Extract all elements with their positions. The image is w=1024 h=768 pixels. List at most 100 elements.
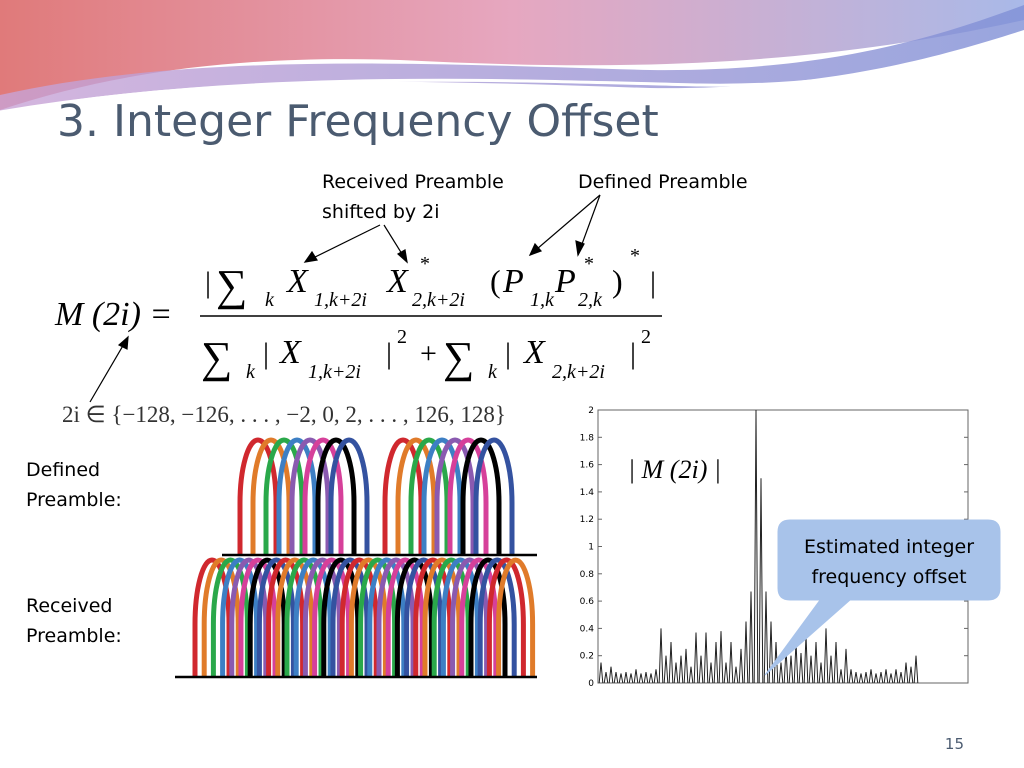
- plot-annotation: | M (2i) |: [628, 455, 721, 484]
- spike: [818, 662, 824, 684]
- arch: [328, 437, 370, 555]
- spike: [803, 635, 809, 684]
- arch: [293, 557, 333, 677]
- y-tick-label: 1.6: [580, 461, 595, 471]
- spike: [843, 648, 849, 684]
- formula-term: *: [584, 253, 594, 275]
- spike: [853, 671, 859, 684]
- callout-text: Estimated integer: [804, 536, 974, 558]
- formula-term: |: [505, 337, 511, 370]
- arch: [477, 557, 517, 677]
- arch: [276, 437, 318, 555]
- spike: [873, 673, 879, 684]
- formula-term: |: [386, 337, 392, 370]
- arch: [263, 437, 305, 555]
- spike: [828, 655, 834, 684]
- arch: [496, 557, 536, 677]
- formula-term: |: [650, 266, 656, 299]
- callout: Estimated integer frequency offset: [764, 519, 1001, 676]
- page-number: 15: [945, 735, 964, 753]
- spike: [838, 669, 844, 684]
- arch: [421, 437, 463, 555]
- spike: [763, 591, 769, 684]
- arch: [348, 557, 388, 677]
- formula-term: X: [278, 334, 302, 371]
- spike: [798, 652, 804, 684]
- arch: [275, 557, 315, 677]
- arch: [315, 437, 357, 555]
- arch: [289, 437, 331, 555]
- arch: [459, 557, 499, 677]
- arch: [192, 557, 232, 677]
- annotation: Defined Preamble: [578, 171, 748, 193]
- spike: [903, 662, 909, 684]
- arch: [237, 437, 279, 555]
- arch: [434, 437, 476, 555]
- y-tick-label: 2: [588, 406, 594, 416]
- slide-title: 3. Integer Frequency Offset: [57, 96, 659, 147]
- spike: [608, 666, 614, 684]
- spike: [673, 662, 679, 684]
- row-label: Preamble:: [26, 625, 122, 647]
- spike: [913, 655, 919, 684]
- arch: [404, 557, 444, 677]
- spike: [678, 655, 684, 684]
- formula-term: |: [263, 337, 269, 370]
- y-tick-label: 1.2: [580, 515, 594, 525]
- spike: [698, 655, 704, 684]
- arch: [468, 557, 508, 677]
- spike: [693, 632, 699, 684]
- spike: [718, 631, 724, 684]
- formula-set: 2i ∈ {−128, −126, . . . , −2, 0, 2, . . …: [62, 402, 506, 427]
- formula-term: k: [265, 289, 275, 311]
- formula-term: 2,k: [578, 289, 603, 311]
- row-label: Defined: [26, 459, 100, 481]
- formula-term: ): [612, 263, 623, 299]
- formula-term: P: [502, 263, 524, 300]
- spike: [898, 671, 904, 684]
- arch: [422, 557, 462, 677]
- preamble-arches: [192, 437, 536, 677]
- y-tick-label: 0.6: [580, 597, 595, 607]
- spike: [618, 673, 624, 684]
- formula-term: 1,k+2i: [314, 289, 367, 311]
- spike: [868, 669, 874, 684]
- spike: [848, 669, 854, 684]
- arch: [486, 557, 526, 677]
- arch: [238, 557, 278, 677]
- spike: [823, 628, 829, 684]
- arch: [367, 557, 407, 677]
- arch: [312, 557, 352, 677]
- arch: [220, 557, 260, 677]
- y-tick-label: 1.8: [580, 433, 595, 443]
- formula-term: 2: [641, 326, 651, 348]
- arch: [229, 557, 269, 677]
- arch: [450, 557, 490, 677]
- arch: [201, 557, 241, 677]
- arch: [256, 557, 296, 677]
- spike: [708, 662, 714, 684]
- arch: [408, 437, 450, 555]
- formula-term: X: [385, 263, 409, 300]
- formula-term: +: [420, 337, 437, 370]
- spike: [703, 632, 709, 684]
- spike: [768, 621, 774, 684]
- spike: [728, 642, 734, 684]
- annotation: shifted by 2i: [322, 201, 440, 223]
- spike: [888, 673, 894, 684]
- formula-term: k: [246, 361, 256, 383]
- formula-term: *: [630, 245, 640, 267]
- formula-term: (: [490, 263, 501, 299]
- formula-term: |: [205, 266, 211, 299]
- spike: [643, 671, 649, 684]
- spike: [638, 673, 644, 684]
- spike: [613, 671, 619, 684]
- arch: [250, 437, 292, 555]
- formula-term: P: [554, 263, 576, 300]
- arch: [394, 557, 434, 677]
- arch: [447, 437, 489, 555]
- spike: [688, 666, 694, 684]
- y-tick-label: 0.8: [580, 570, 595, 580]
- formula-term: ∑: [443, 333, 474, 382]
